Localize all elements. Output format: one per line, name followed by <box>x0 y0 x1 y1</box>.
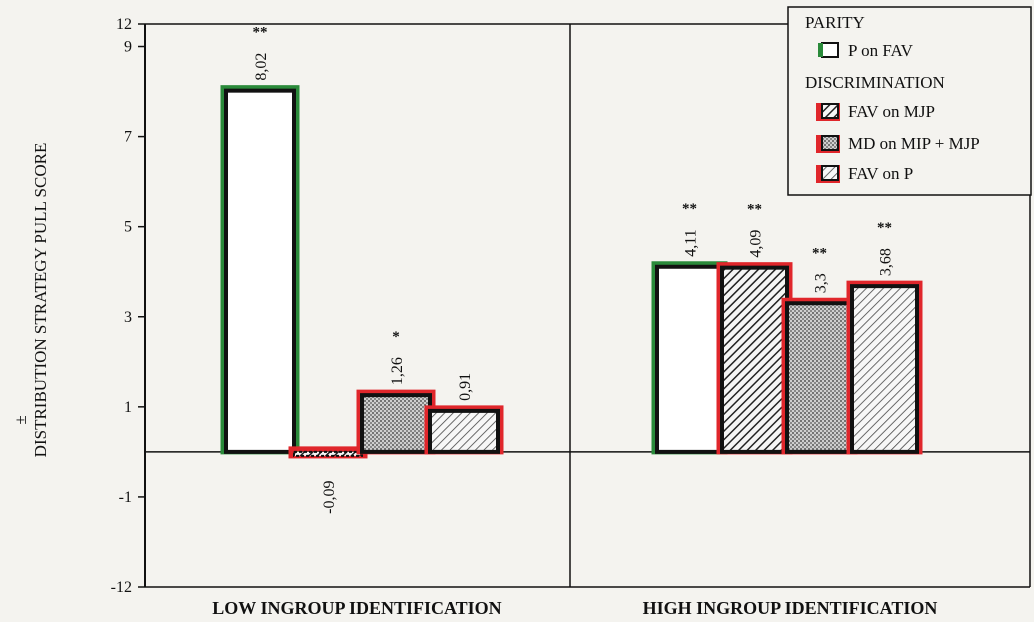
bar-p-on-fav-low <box>224 88 296 454</box>
legend-label-md-on-mip-mjp: MD on MIP + MJP <box>848 134 980 153</box>
bar-fav-on-p-high-significance: ** <box>877 220 892 236</box>
group-label-high: HIGH INGROUP IDENTIFICATION <box>643 598 938 618</box>
y-tick-label: 9 <box>124 39 132 56</box>
legend-label-fav-on-p: FAV on P <box>848 164 913 183</box>
group-label-low: LOW INGROUP IDENTIFICATION <box>212 598 501 618</box>
bar-fav-on-p-high <box>850 284 919 454</box>
legend-swatch-fav-on-p <box>821 165 839 181</box>
legend-item-p-on-fav: P on FAV <box>818 41 914 60</box>
y-tick-label: 1 <box>124 399 132 416</box>
bar-md-on-mip-mjp-low <box>360 393 432 454</box>
bar-fav-on-mjp-high <box>720 265 789 454</box>
bar-p-on-fav-high <box>655 264 724 454</box>
legend-swatch-fav-on-mjp <box>821 103 839 119</box>
legend: PARITY P on FAV DISCRIMINATION FAV on MJ… <box>787 6 1032 196</box>
legend-heading-parity: PARITY <box>805 13 865 32</box>
bar-fav-on-mjp-low-value-label: -0,09 <box>321 481 338 514</box>
y-tick-label: -1 <box>119 489 132 506</box>
y-tick-label: 7 <box>124 129 132 146</box>
bar-fav-on-mjp-high-value-label: 4,09 <box>748 230 765 258</box>
bar-md-on-mip-mjp-high-value-label: 3,3 <box>813 273 830 293</box>
y-tick-label: -12 <box>111 579 132 596</box>
legend-item-md-on-mip-mjp: MD on MIP + MJP <box>816 134 980 153</box>
y-tick-label: 3 <box>124 309 132 326</box>
bar-fav-on-mjp-high-significance: ** <box>747 202 762 218</box>
bar-labels: 8,02 ** 4,11 ** -0,09 4,09 ** 1,26 * 3,3 ** 0,91 3,6… <box>253 25 895 514</box>
y-axis-ticks: 12 9 7 5 3 1 -1 -12 <box>111 16 145 596</box>
bar-fav-on-p-low-value-label: 0,91 <box>457 373 474 401</box>
bar-md-on-mip-mjp-high-significance: ** <box>812 246 827 262</box>
bar-fav-on-p-low <box>428 408 500 454</box>
bar-fav-on-p-high-value-label: 3,68 <box>878 248 895 276</box>
y-axis-label-mark: ± <box>11 415 30 424</box>
y-tick-label: 5 <box>124 219 132 236</box>
legend-swatch-md-on-mip-mjp <box>821 135 839 151</box>
bar-md-on-mip-mjp-high <box>785 301 854 454</box>
bar-p-on-fav-low-value-label: 8,02 <box>253 53 270 81</box>
bar-fav-on-mjp-low <box>293 450 363 457</box>
y-tick-label: 12 <box>116 16 132 33</box>
bar-md-on-mip-mjp-low-significance: * <box>392 329 400 345</box>
bar-p-on-fav-high-significance: ** <box>682 201 697 217</box>
y-axis-label: DISTRIBUTION STRATEGY PULL SCORE <box>31 143 50 458</box>
bar-p-on-fav-high-value-label: 4,11 <box>683 229 700 256</box>
legend-label-fav-on-mjp: FAV on MJP <box>848 102 935 121</box>
legend-swatch-p-on-fav <box>821 42 839 58</box>
legend-swatch-p-on-fav-accent <box>818 43 823 57</box>
legend-item-fav-on-p: FAV on P <box>816 164 913 183</box>
bar-p-on-fav-low-significance: ** <box>253 25 268 41</box>
legend-heading-discrimination: DISCRIMINATION <box>805 73 945 92</box>
legend-label-p-on-fav: P on FAV <box>848 41 914 60</box>
legend-box <box>787 6 1032 196</box>
bar-md-on-mip-mjp-low-value-label: 1,26 <box>389 357 406 385</box>
bars <box>220 85 923 459</box>
legend-item-fav-on-mjp: FAV on MJP <box>816 102 935 121</box>
